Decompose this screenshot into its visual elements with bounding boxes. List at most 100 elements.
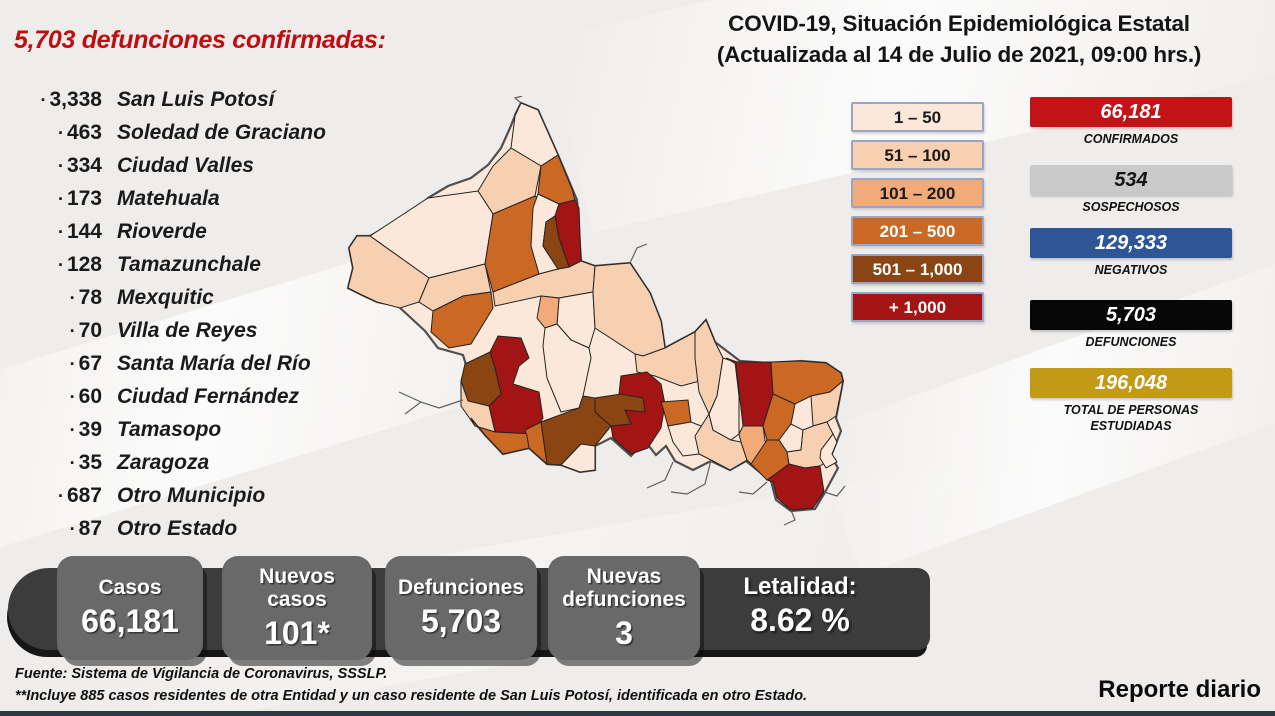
- stat-value: 66,181: [1030, 97, 1232, 127]
- death-municipality: Ciudad Valles: [117, 154, 254, 177]
- municipality-region: [594, 393, 646, 427]
- summary-card: Defunciones 5,703: [385, 556, 537, 660]
- stat-value: 196,048: [1030, 368, 1232, 398]
- summary-card-value: 5,703: [420, 603, 502, 639]
- boundary-line: [398, 391, 422, 403]
- summary-card-value: 101*: [264, 614, 330, 651]
- death-count: · 173: [57, 187, 102, 210]
- list-bullet: ·: [69, 321, 76, 341]
- death-municipality: Otro Estado: [117, 517, 238, 540]
- stat-block: 196,048 TOTAL DE PERSONAS ESTUDIADAS: [1030, 368, 1232, 434]
- stat-block: 534 SOSPECHOSOS: [1030, 165, 1232, 215]
- stats-panel: 66,181 CONFIRMADOS 534 SOSPECHOSOS 129,333 NE…: [1030, 97, 1232, 433]
- death-municipality: Tamasopo: [117, 418, 222, 441]
- death-count: · 60: [69, 385, 102, 408]
- death-count: · 128: [57, 253, 102, 276]
- death-count: · 35: [69, 451, 102, 474]
- summary-card-value: 3: [615, 614, 633, 651]
- municipality-region: [819, 433, 838, 469]
- boundary-line: [404, 399, 464, 415]
- deaths-list: · 3,338 San Luis Potosí · 463 Soledad de Grac…: [8, 88, 326, 550]
- death-municipality: Rioverde: [117, 220, 207, 243]
- list-bullet: ·: [57, 123, 64, 143]
- stat-value: 5,703: [1030, 300, 1232, 330]
- lethality-block: Letalidad: 8.62 %: [684, 573, 916, 639]
- legend-range: 501 – 1,000: [851, 254, 984, 284]
- summary-card-value: 66,181: [81, 603, 179, 639]
- lethality-label: Letalidad:: [743, 573, 857, 600]
- municipality-region: [524, 421, 548, 466]
- stat-label: TOTAL DE PERSONAS ESTUDIADAS: [1063, 403, 1199, 433]
- bottom-divider: [0, 711, 1275, 716]
- legend-range: 201 – 500: [851, 216, 984, 246]
- death-count: · 78: [69, 286, 102, 309]
- death-count: · 3,338: [40, 88, 102, 111]
- death-list-item: · 70 Villa de Reyes: [8, 319, 326, 352]
- stat-block: 66,181 CONFIRMADOS: [1030, 97, 1232, 147]
- report-type-label: Reporte diario: [1098, 676, 1261, 703]
- death-list-item: · 687 Otro Municipio: [8, 484, 326, 517]
- death-count: · 463: [57, 121, 102, 144]
- boundary-line: [823, 485, 846, 497]
- stat-block: 129,333 NEGATIVOS: [1030, 228, 1232, 278]
- death-list-item: · 128 Tamazunchale: [8, 253, 326, 286]
- municipality-region: [560, 443, 596, 473]
- list-bullet: ·: [57, 189, 64, 209]
- summary-card-label: Nuevos casos: [259, 564, 335, 611]
- stat-value: 129,333: [1030, 228, 1232, 258]
- list-bullet: ·: [40, 90, 47, 110]
- list-bullet: ·: [57, 156, 64, 176]
- death-municipality: Otro Municipio: [117, 484, 266, 507]
- boundary-line: [783, 509, 796, 526]
- legend-range: 51 – 100: [851, 140, 984, 170]
- state-choropleth-map: [343, 96, 873, 546]
- summary-card-label: Defunciones: [397, 576, 525, 599]
- list-bullet: ·: [57, 486, 64, 506]
- summary-card: Nuevas defunciones 3: [548, 556, 700, 660]
- death-list-item: · 463 Soledad de Graciano: [8, 121, 326, 154]
- summary-card: Nuevos casos 101*: [222, 556, 372, 660]
- footer-source: Fuente: Sistema de Vigilancia de Coronav…: [15, 666, 388, 682]
- map-legend: 1 – 50 51 – 100 101 – 200 201 – 500 501 – 1,…: [851, 102, 984, 330]
- summary-card-label: Nuevas defunciones: [562, 564, 686, 611]
- death-count: · 687: [57, 484, 102, 507]
- death-list-item: · 35 Zaragoza: [8, 451, 326, 484]
- death-list-item: · 3,338 San Luis Potosí: [8, 88, 326, 121]
- death-list-item: · 60 Ciudad Fernández: [8, 385, 326, 418]
- death-list-item: · 173 Matehuala: [8, 187, 326, 220]
- page-title: COVID-19, Situación Epidemiológica Estat…: [648, 8, 1270, 70]
- death-list-item: · 87 Otro Estado: [8, 517, 326, 550]
- list-bullet: ·: [69, 420, 76, 440]
- stat-value: 534: [1030, 165, 1232, 195]
- death-municipality: Mexquitic: [117, 286, 214, 309]
- boundary-line: [670, 459, 712, 495]
- boundary-line: [646, 461, 674, 489]
- page-title-line1: COVID-19, Situación Epidemiológica Estat…: [728, 11, 1190, 36]
- deaths-panel-title: 5,703 defunciones confirmadas:: [14, 26, 386, 54]
- slp-map-svg: [346, 96, 846, 526]
- death-municipality: Ciudad Fernández: [117, 385, 300, 408]
- death-list-item: · 334 Ciudad Valles: [8, 154, 326, 187]
- list-bullet: ·: [57, 222, 64, 242]
- lethality-value: 8.62 %: [750, 602, 850, 638]
- list-bullet: ·: [69, 387, 76, 407]
- stat-label: NEGATIVOS: [1094, 263, 1168, 277]
- municipality-region: [542, 215, 570, 270]
- boundary-line: [738, 481, 768, 495]
- stat-block: 5,703 DEFUNCIONES: [1030, 300, 1232, 350]
- death-municipality: Villa de Reyes: [117, 319, 258, 342]
- summary-card-label: Casos: [98, 576, 162, 599]
- death-list-item: · 78 Mexquitic: [8, 286, 326, 319]
- municipality-region: [708, 357, 740, 441]
- list-bullet: ·: [69, 354, 76, 374]
- legend-range: + 1,000: [851, 292, 984, 322]
- stat-label: SOSPECHOSOS: [1082, 200, 1180, 214]
- death-list-item: · 67 Santa María del Río: [8, 352, 326, 385]
- list-bullet: ·: [57, 255, 64, 275]
- death-municipality: Zaragoza: [117, 451, 210, 474]
- municipality-region: [347, 235, 430, 309]
- death-list-item: · 144 Rioverde: [8, 220, 326, 253]
- death-municipality: Tamazunchale: [117, 253, 261, 276]
- footer-note: **Incluye 885 casos residentes de otra E…: [15, 688, 808, 704]
- list-bullet: ·: [69, 519, 76, 539]
